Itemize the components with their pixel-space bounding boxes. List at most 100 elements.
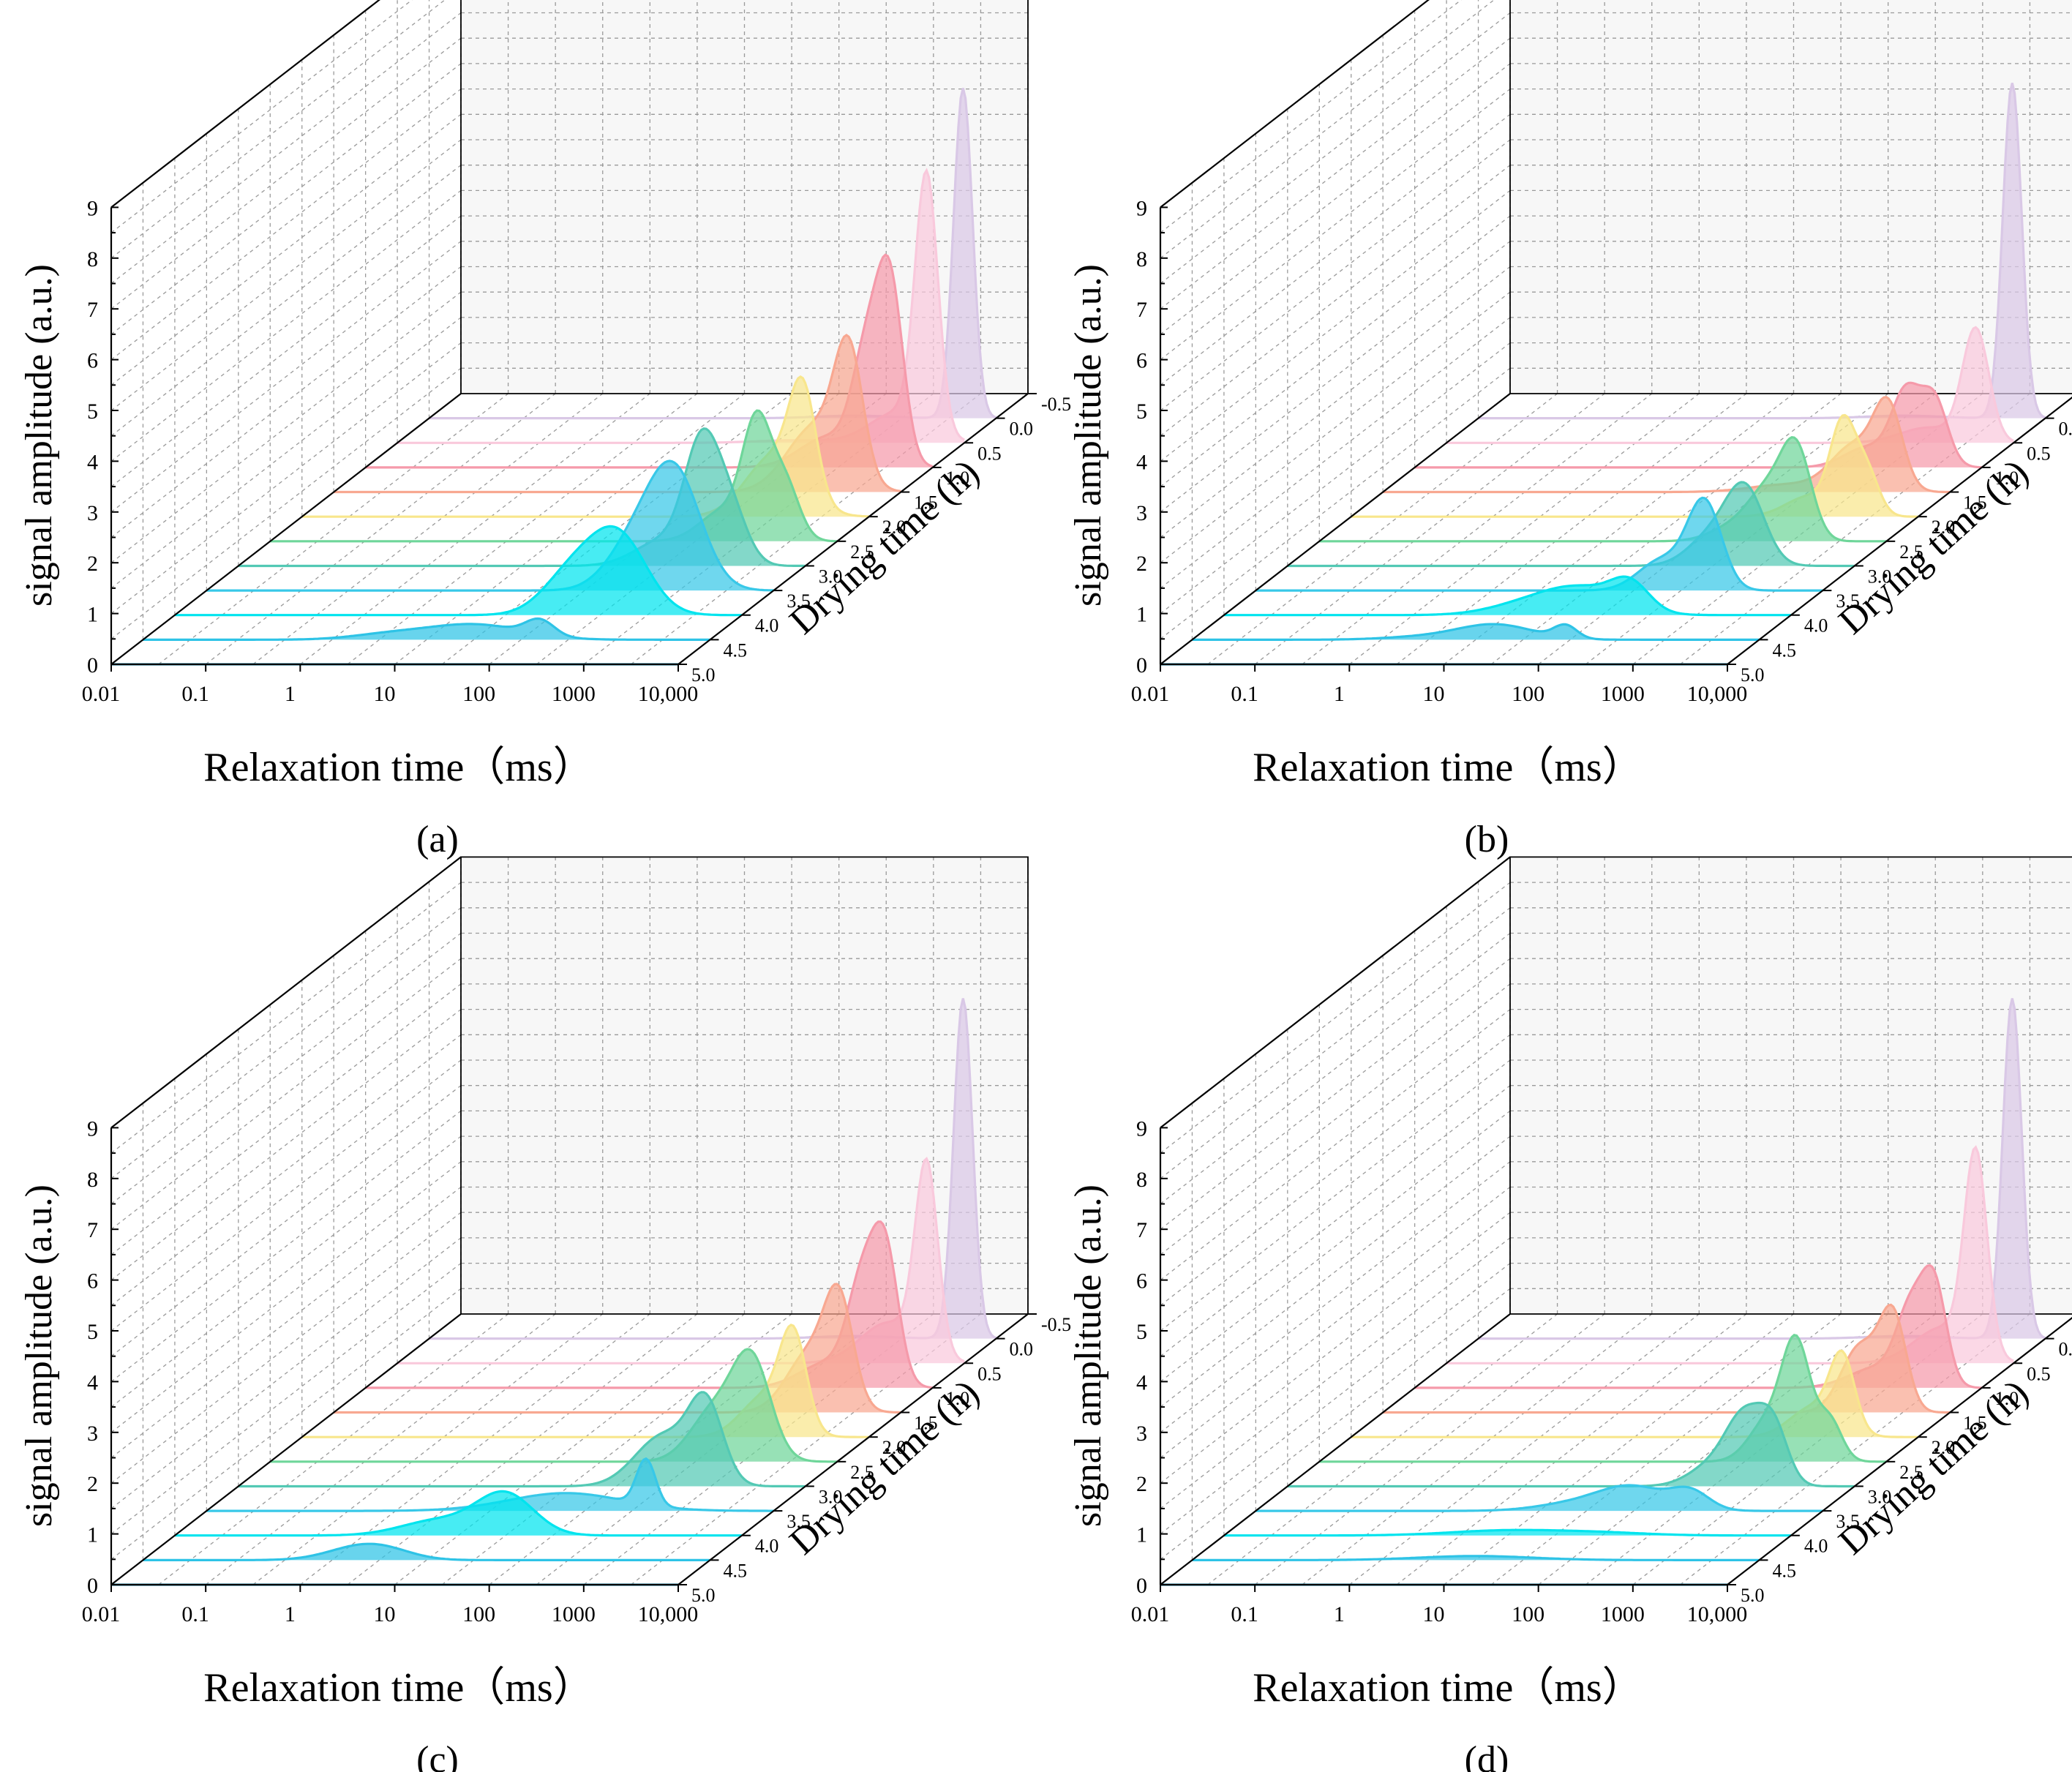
- x-tick-label: 10: [1423, 1602, 1445, 1626]
- grid-sidewall-horizontal: [1160, 165, 1511, 437]
- x-tick-label: 100: [462, 682, 495, 706]
- grid-floor-depth: [252, 393, 604, 665]
- x-tick-label: 1000: [552, 682, 596, 706]
- z-tick-label: 0.5: [2027, 1363, 2051, 1384]
- grid-floor-depth: [1444, 393, 1794, 665]
- x-tick-label: 10,000: [1687, 682, 1748, 706]
- grid-sidewall-horizontal: [1160, 241, 1511, 513]
- grid-sidewall-horizontal: [1160, 291, 1511, 563]
- floor-left-edge: [110, 1313, 462, 1585]
- series-area-2.0: [1351, 415, 1918, 517]
- z-tick-label: 1.5: [1963, 492, 1987, 514]
- y-tick-label: 1: [1136, 603, 1147, 627]
- y-tick-label: 6: [87, 349, 98, 373]
- series-area-1.5: [1383, 1304, 1951, 1413]
- panel-label: (c): [416, 1739, 459, 1772]
- grid-sidewall-horizontal: [1160, 266, 1511, 538]
- y-tick-label: 4: [1136, 450, 1147, 474]
- grid-sidewall-horizontal: [110, 882, 462, 1154]
- x-tick-label: 10: [1423, 682, 1445, 706]
- z-tick-label: 5.0: [1741, 1585, 1765, 1606]
- z-tick-label: -0.5: [1041, 394, 1071, 415]
- grid-sidewall-horizontal: [110, 1059, 462, 1332]
- grid-floor-depth: [1302, 1313, 1653, 1585]
- x-axis-title: Relaxation time（ms）: [203, 745, 593, 790]
- x-tick-label: 1: [285, 1602, 296, 1626]
- x-axis-title: Relaxation time（ms）: [203, 1665, 593, 1711]
- y-tick-label: 7: [1136, 1218, 1147, 1242]
- tick-marks: [1160, 206, 2054, 672]
- series-line-2.5: [1319, 436, 1887, 543]
- grid-floor-depth: [1254, 393, 1605, 665]
- z-axis-line: [677, 1313, 1029, 1585]
- z-tick-label: 3.5: [1836, 590, 1860, 612]
- series-area-2.5: [270, 1349, 838, 1462]
- z-tick-label: 4.0: [1804, 1536, 1828, 1557]
- y-tick-label: 2: [1136, 552, 1147, 576]
- grid-floor-depth: [299, 393, 650, 665]
- grid-floor-depth: [1396, 393, 1747, 665]
- x-tick-label: 0.1: [181, 682, 209, 706]
- z-tick-label: 3.0: [1868, 1486, 1892, 1507]
- top-left-edge: [110, 0, 380, 209]
- x-tick-label: 100: [1512, 682, 1544, 706]
- x-axis-title: Relaxation time（ms）: [1253, 745, 1643, 790]
- z-tick-label: 4.5: [723, 639, 747, 661]
- series-area-4.0: [1223, 577, 1791, 615]
- back-wall: [1510, 0, 2072, 394]
- grid-sidewall-horizontal: [110, 1237, 462, 1509]
- series-line-1.5: [334, 1283, 901, 1414]
- grid-sidewall-horizontal: [1160, 37, 1511, 309]
- z-tick-label: 1.5: [914, 492, 938, 514]
- y-axis-title: signal amplitude (a.u.): [1067, 264, 1109, 607]
- series-line-2.0: [301, 1324, 869, 1438]
- y-axis-title: signal amplitude (a.u.): [18, 264, 60, 607]
- grid-floor-depth: [347, 393, 698, 665]
- z-tick-label: 3.0: [819, 1486, 843, 1507]
- grid-floor-depth: [394, 393, 745, 665]
- x-tick-label: 0.01: [1131, 1602, 1170, 1626]
- y-tick-label: 4: [1136, 1370, 1147, 1394]
- y-tick-label: 1: [87, 603, 98, 627]
- grid-floor-depth: [1207, 393, 1558, 665]
- y-tick-label: 5: [87, 399, 98, 424]
- floor-left-edge: [110, 393, 462, 665]
- series-line-2.5: [270, 1348, 838, 1463]
- y-tick-label: 9: [1136, 196, 1147, 220]
- grid-sidewall-horizontal: [1160, 139, 1511, 411]
- grid-sidewall-horizontal: [1160, 932, 1511, 1205]
- series-line-3.5: [1255, 496, 1823, 592]
- series-line-3.0: [238, 1391, 806, 1488]
- z-tick-label: 2.5: [1899, 1462, 1923, 1483]
- grid-floor-depth: [347, 1313, 698, 1585]
- x-tick-label: 0.01: [82, 1602, 121, 1626]
- x-tick-label: 100: [462, 1602, 495, 1626]
- z-tick-label: 0.0: [2059, 1339, 2072, 1360]
- grid-sidewall-horizontal: [1160, 1288, 1511, 1560]
- grid-sidewall-horizontal: [110, 1212, 462, 1484]
- x-tick-label: 10: [374, 1602, 396, 1626]
- series-area-4.0: [174, 1491, 742, 1536]
- grid-sidewall-horizontal: [1160, 189, 1511, 462]
- y-tick-label: 9: [87, 196, 98, 220]
- grid-sidewall-horizontal: [110, 241, 462, 513]
- grid-floor-depth: [205, 1313, 556, 1585]
- series-area-1.5: [334, 1284, 901, 1413]
- series-area-1.5: [334, 335, 901, 492]
- series-area-1.0: [1414, 1265, 1982, 1388]
- y-tick-label: 3: [87, 501, 98, 525]
- z-tick-label: 3.5: [787, 590, 811, 612]
- series-line-2.5: [1319, 1334, 1887, 1463]
- grid-floor-depth: [1348, 393, 1700, 665]
- z-tick-label: 2.0: [882, 517, 906, 538]
- chart-panel-c: 0.01 0.1 1 10 100 1000 10,000 0 1 2 3 4 5 6 7 8 9 -0.5 0.0…: [18, 856, 1071, 1772]
- series-area-2.5: [1319, 437, 1887, 541]
- series-line-3.0: [238, 427, 806, 568]
- grid-floor-depth: [1302, 393, 1653, 665]
- z-tick-label: 5.0: [691, 1585, 716, 1606]
- series-line-4.5: [1192, 623, 1760, 642]
- floor-left-edge: [1160, 393, 1511, 665]
- y-tick-label: 3: [1136, 501, 1147, 525]
- grid-sidewall-horizontal: [110, 215, 462, 487]
